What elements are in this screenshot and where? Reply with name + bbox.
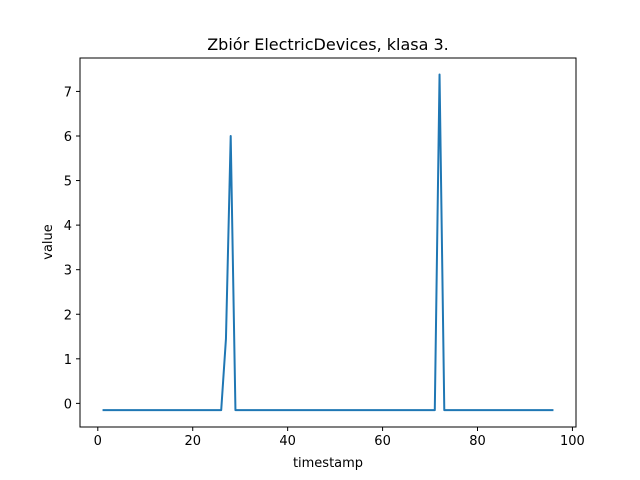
y-axis: 0 1 2 3 4 5 6 7 (64, 85, 80, 412)
x-tick-label: 80 (469, 434, 486, 449)
axes-frame (79, 57, 577, 428)
y-tick-label: 3 (64, 264, 72, 279)
x-tick-label: 100 (560, 434, 585, 449)
x-tick-label: 0 (94, 434, 102, 449)
x-tick-label: 40 (279, 434, 296, 449)
y-tick-label: 4 (64, 219, 72, 234)
x-axis: 0 20 40 60 80 100 (94, 427, 585, 449)
x-tick-label: 20 (184, 434, 201, 449)
y-tick-label: 5 (64, 175, 72, 190)
plot-area (102, 73, 554, 412)
y-axis-label: value (41, 224, 56, 260)
x-axis-label: timestamp (293, 456, 363, 471)
y-tick-label: 2 (64, 308, 72, 323)
x-tick-label: 60 (374, 434, 391, 449)
y-tick-label: 6 (64, 130, 72, 145)
y-tick-label: 7 (64, 85, 72, 100)
series-line (102, 73, 554, 412)
y-tick-label: 1 (64, 353, 72, 368)
chart-title: Zbiór ElectricDevices, klasa 3. (207, 35, 449, 54)
y-tick-label: 0 (64, 397, 72, 412)
